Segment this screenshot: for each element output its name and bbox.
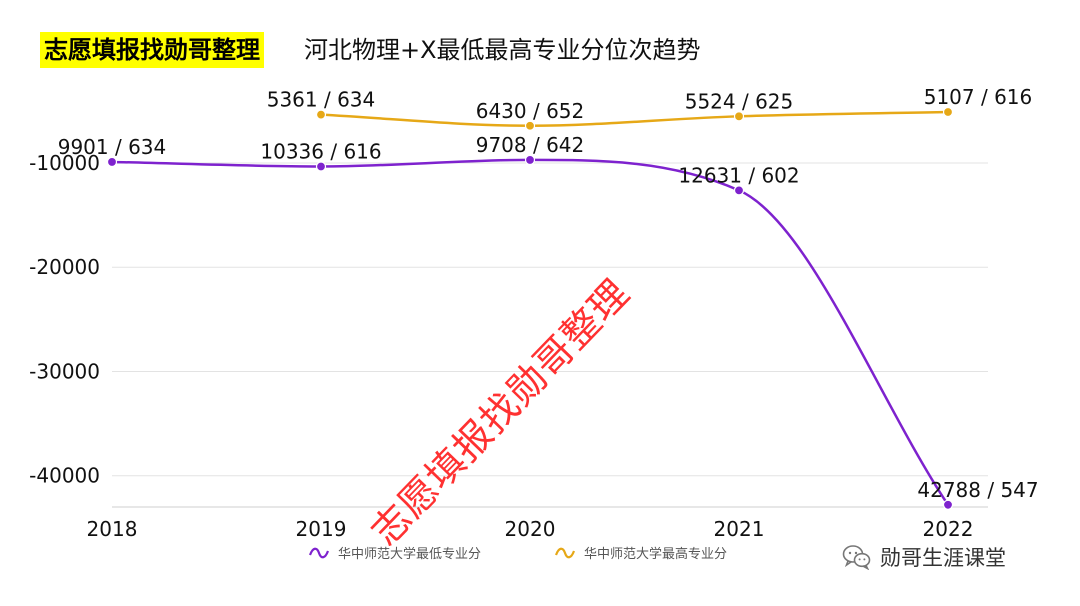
data-label: 5524 / 625 <box>685 89 794 113</box>
data-point <box>524 120 536 131</box>
series-line <box>111 158 950 506</box>
data-point <box>315 109 327 120</box>
data-point <box>733 185 745 196</box>
data-point <box>315 161 327 172</box>
x-tick-label: 2018 <box>87 517 138 541</box>
legend-swatch <box>308 547 330 559</box>
chart-title: 河北物理+X最低最高专业分位次趋势 <box>304 36 701 64</box>
highlight-title: 志愿填报找勋哥整理 <box>40 32 264 68</box>
y-tick-label: -40000 <box>29 464 100 488</box>
data-label: 6430 / 652 <box>476 99 585 123</box>
x-tick-label: 2020 <box>505 517 556 541</box>
data-point <box>942 106 954 118</box>
legend-swatch <box>554 547 576 559</box>
data-label: 12631 / 602 <box>678 163 799 187</box>
x-tick-label: 2019 <box>296 517 347 541</box>
y-tick-label: -30000 <box>29 359 100 383</box>
brand: 勋哥生涯课堂 <box>842 541 1006 573</box>
wechat-icon <box>842 545 871 570</box>
y-tick-label: -20000 <box>29 255 100 279</box>
data-label: 9708 / 642 <box>476 133 585 157</box>
y-tick-label: -10000 <box>29 151 100 175</box>
data-point <box>942 499 954 510</box>
data-point <box>524 154 536 166</box>
series-line <box>320 110 949 128</box>
brand-name: 勋哥生涯课堂 <box>880 546 1006 570</box>
data-label: 5107 / 616 <box>924 85 1033 109</box>
data-label: 10336 / 616 <box>260 139 381 163</box>
x-tick-label: 2021 <box>714 517 765 541</box>
legend-label: 华中师范大学最高专业分 <box>584 546 727 562</box>
x-tick-label: 2022 <box>923 517 974 541</box>
data-point <box>733 111 745 122</box>
data-label: 42788 / 547 <box>917 478 1038 502</box>
legend-label: 华中师范大学最低专业分 <box>338 546 481 562</box>
data-label: 9901 / 634 <box>58 135 167 159</box>
data-label: 5361 / 634 <box>267 88 376 112</box>
data-point <box>106 156 118 168</box>
